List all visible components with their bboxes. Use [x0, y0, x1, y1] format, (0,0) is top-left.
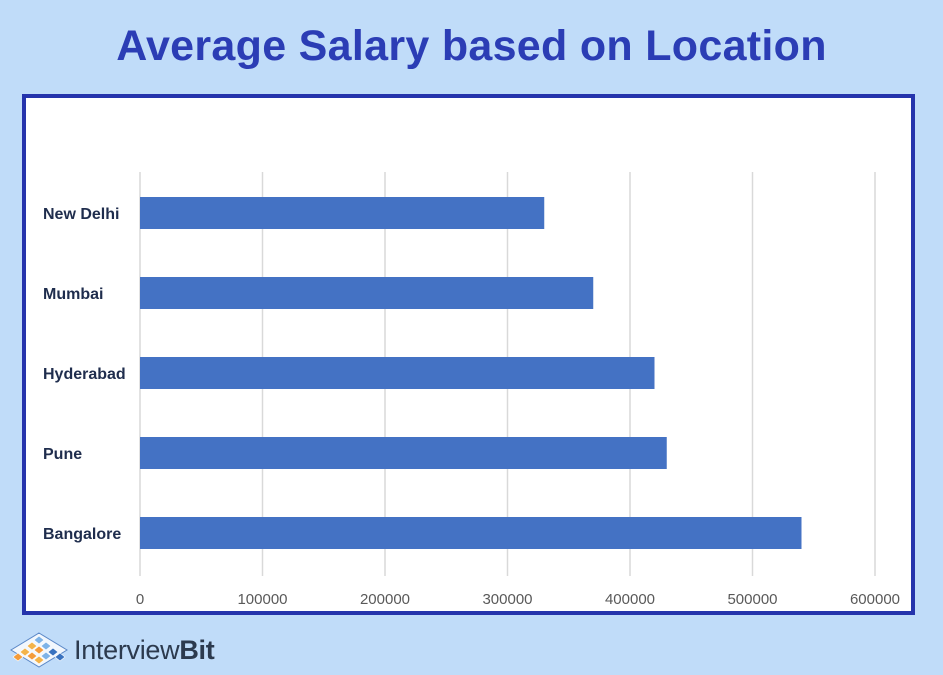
category-label: Hyderabad — [43, 366, 126, 383]
brand-name-bold: Bit — [179, 634, 215, 665]
bar — [140, 197, 545, 229]
category-label: Pune — [43, 446, 82, 463]
bar — [140, 437, 667, 469]
brand-name-light: Interview — [74, 634, 180, 665]
bar — [140, 517, 802, 549]
category-label: Mumbai — [43, 286, 103, 303]
bar-chart: 0 100000 200000 300000 400000 500000 600000 New… — [43, 172, 900, 608]
x-tick-label: 0 — [136, 591, 144, 608]
interviewbit-logo-icon — [10, 632, 68, 668]
x-tick-label: 500000 — [727, 591, 777, 608]
x-tick-label: 600000 — [850, 591, 900, 608]
x-tick-label: 200000 — [360, 591, 410, 608]
x-tick-label: 300000 — [482, 591, 532, 608]
brand-name: InterviewBit — [74, 634, 215, 666]
category-label: New Delhi — [43, 206, 119, 223]
bar — [140, 277, 594, 309]
bar — [140, 357, 655, 389]
chart-title: Average Salary based on Location — [116, 22, 827, 70]
category-label: Bangalore — [43, 526, 121, 543]
x-tick-label: 100000 — [237, 591, 287, 608]
x-tick-label: 400000 — [605, 591, 655, 608]
brand-footer: InterviewBit — [10, 630, 215, 670]
chart-panel: 0 100000 200000 300000 400000 500000 600000 New… — [22, 94, 915, 615]
